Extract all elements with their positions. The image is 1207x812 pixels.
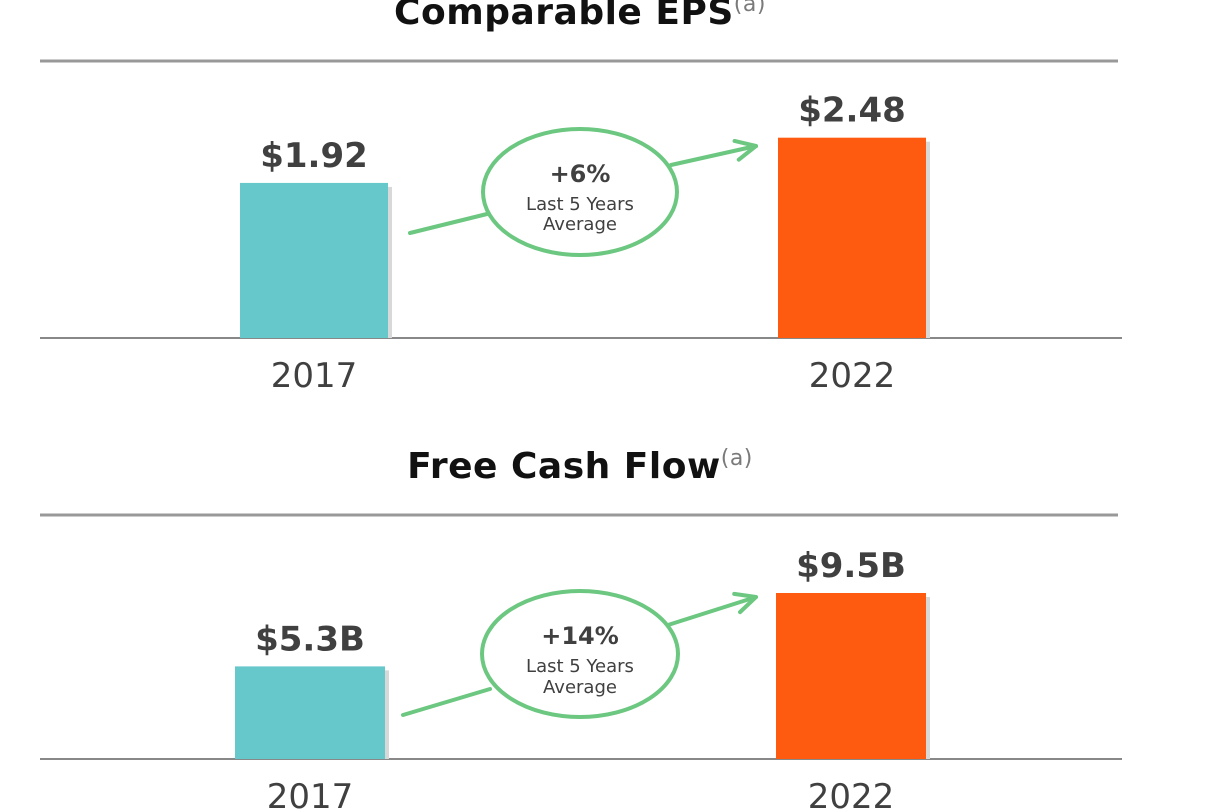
free-cash-flow-chart: Free Cash Flow(a) $5.3B 2017 $9.5B 2022 +14%… xyxy=(0,440,1207,812)
bar-2022 xyxy=(778,137,926,338)
bar-2017 xyxy=(240,182,388,338)
growth-average-label: Average xyxy=(543,214,617,235)
growth-arrow-shaft xyxy=(669,144,758,167)
category-tick-label: 2017 xyxy=(271,356,358,396)
bar-value-label: $2.48 xyxy=(798,91,906,131)
bar-2017 xyxy=(235,666,385,759)
title-footnote-marker: (a) xyxy=(733,0,766,17)
bar-value-label: $5.3B xyxy=(255,619,365,659)
growth-rate-label: +14% xyxy=(541,622,619,650)
growth-arrow-head-icon xyxy=(732,591,758,615)
growth-arrow-tail xyxy=(408,212,489,235)
category-tick-label: 2022 xyxy=(809,356,896,396)
growth-annotation-bubble xyxy=(480,589,680,719)
comparable-eps-chart: Comparable EPS(a) $1.92 2017 $2.48 2022 +6% L… xyxy=(0,0,1207,400)
bar-value-label: $9.5B xyxy=(796,546,906,586)
chart-title-fcf: Free Cash Flow(a) xyxy=(0,446,1160,487)
chart-title-text: Comparable EPS xyxy=(394,0,734,33)
bar-2022 xyxy=(776,593,926,759)
growth-arrow-tail xyxy=(401,687,492,717)
category-tick-label: 2017 xyxy=(267,777,354,812)
growth-period-label: Last 5 Years xyxy=(526,194,634,215)
chart-title-text: Free Cash Flow xyxy=(407,446,721,487)
fcf-chart-svg: $5.3B 2017 $9.5B 2022 +14% Last 5 YearsAverag… xyxy=(40,513,1122,812)
growth-average-label: Average xyxy=(543,677,617,698)
growth-annotation-bubble xyxy=(481,127,679,257)
growth-rate-label: +6% xyxy=(550,160,611,188)
chart-title-eps: Comparable EPS(a) xyxy=(0,0,1160,33)
plot-area: $5.3B 2017 $9.5B 2022 +14% Last 5 YearsAverag… xyxy=(40,513,1122,812)
growth-period-label: Last 5 Years xyxy=(526,656,634,677)
bar-value-label: $1.92 xyxy=(260,136,368,176)
growth-arrow-shaft xyxy=(666,595,758,627)
category-tick-label: 2022 xyxy=(808,777,895,812)
growth-arrow-head-icon xyxy=(732,138,758,162)
title-footnote-marker: (a) xyxy=(720,446,753,471)
